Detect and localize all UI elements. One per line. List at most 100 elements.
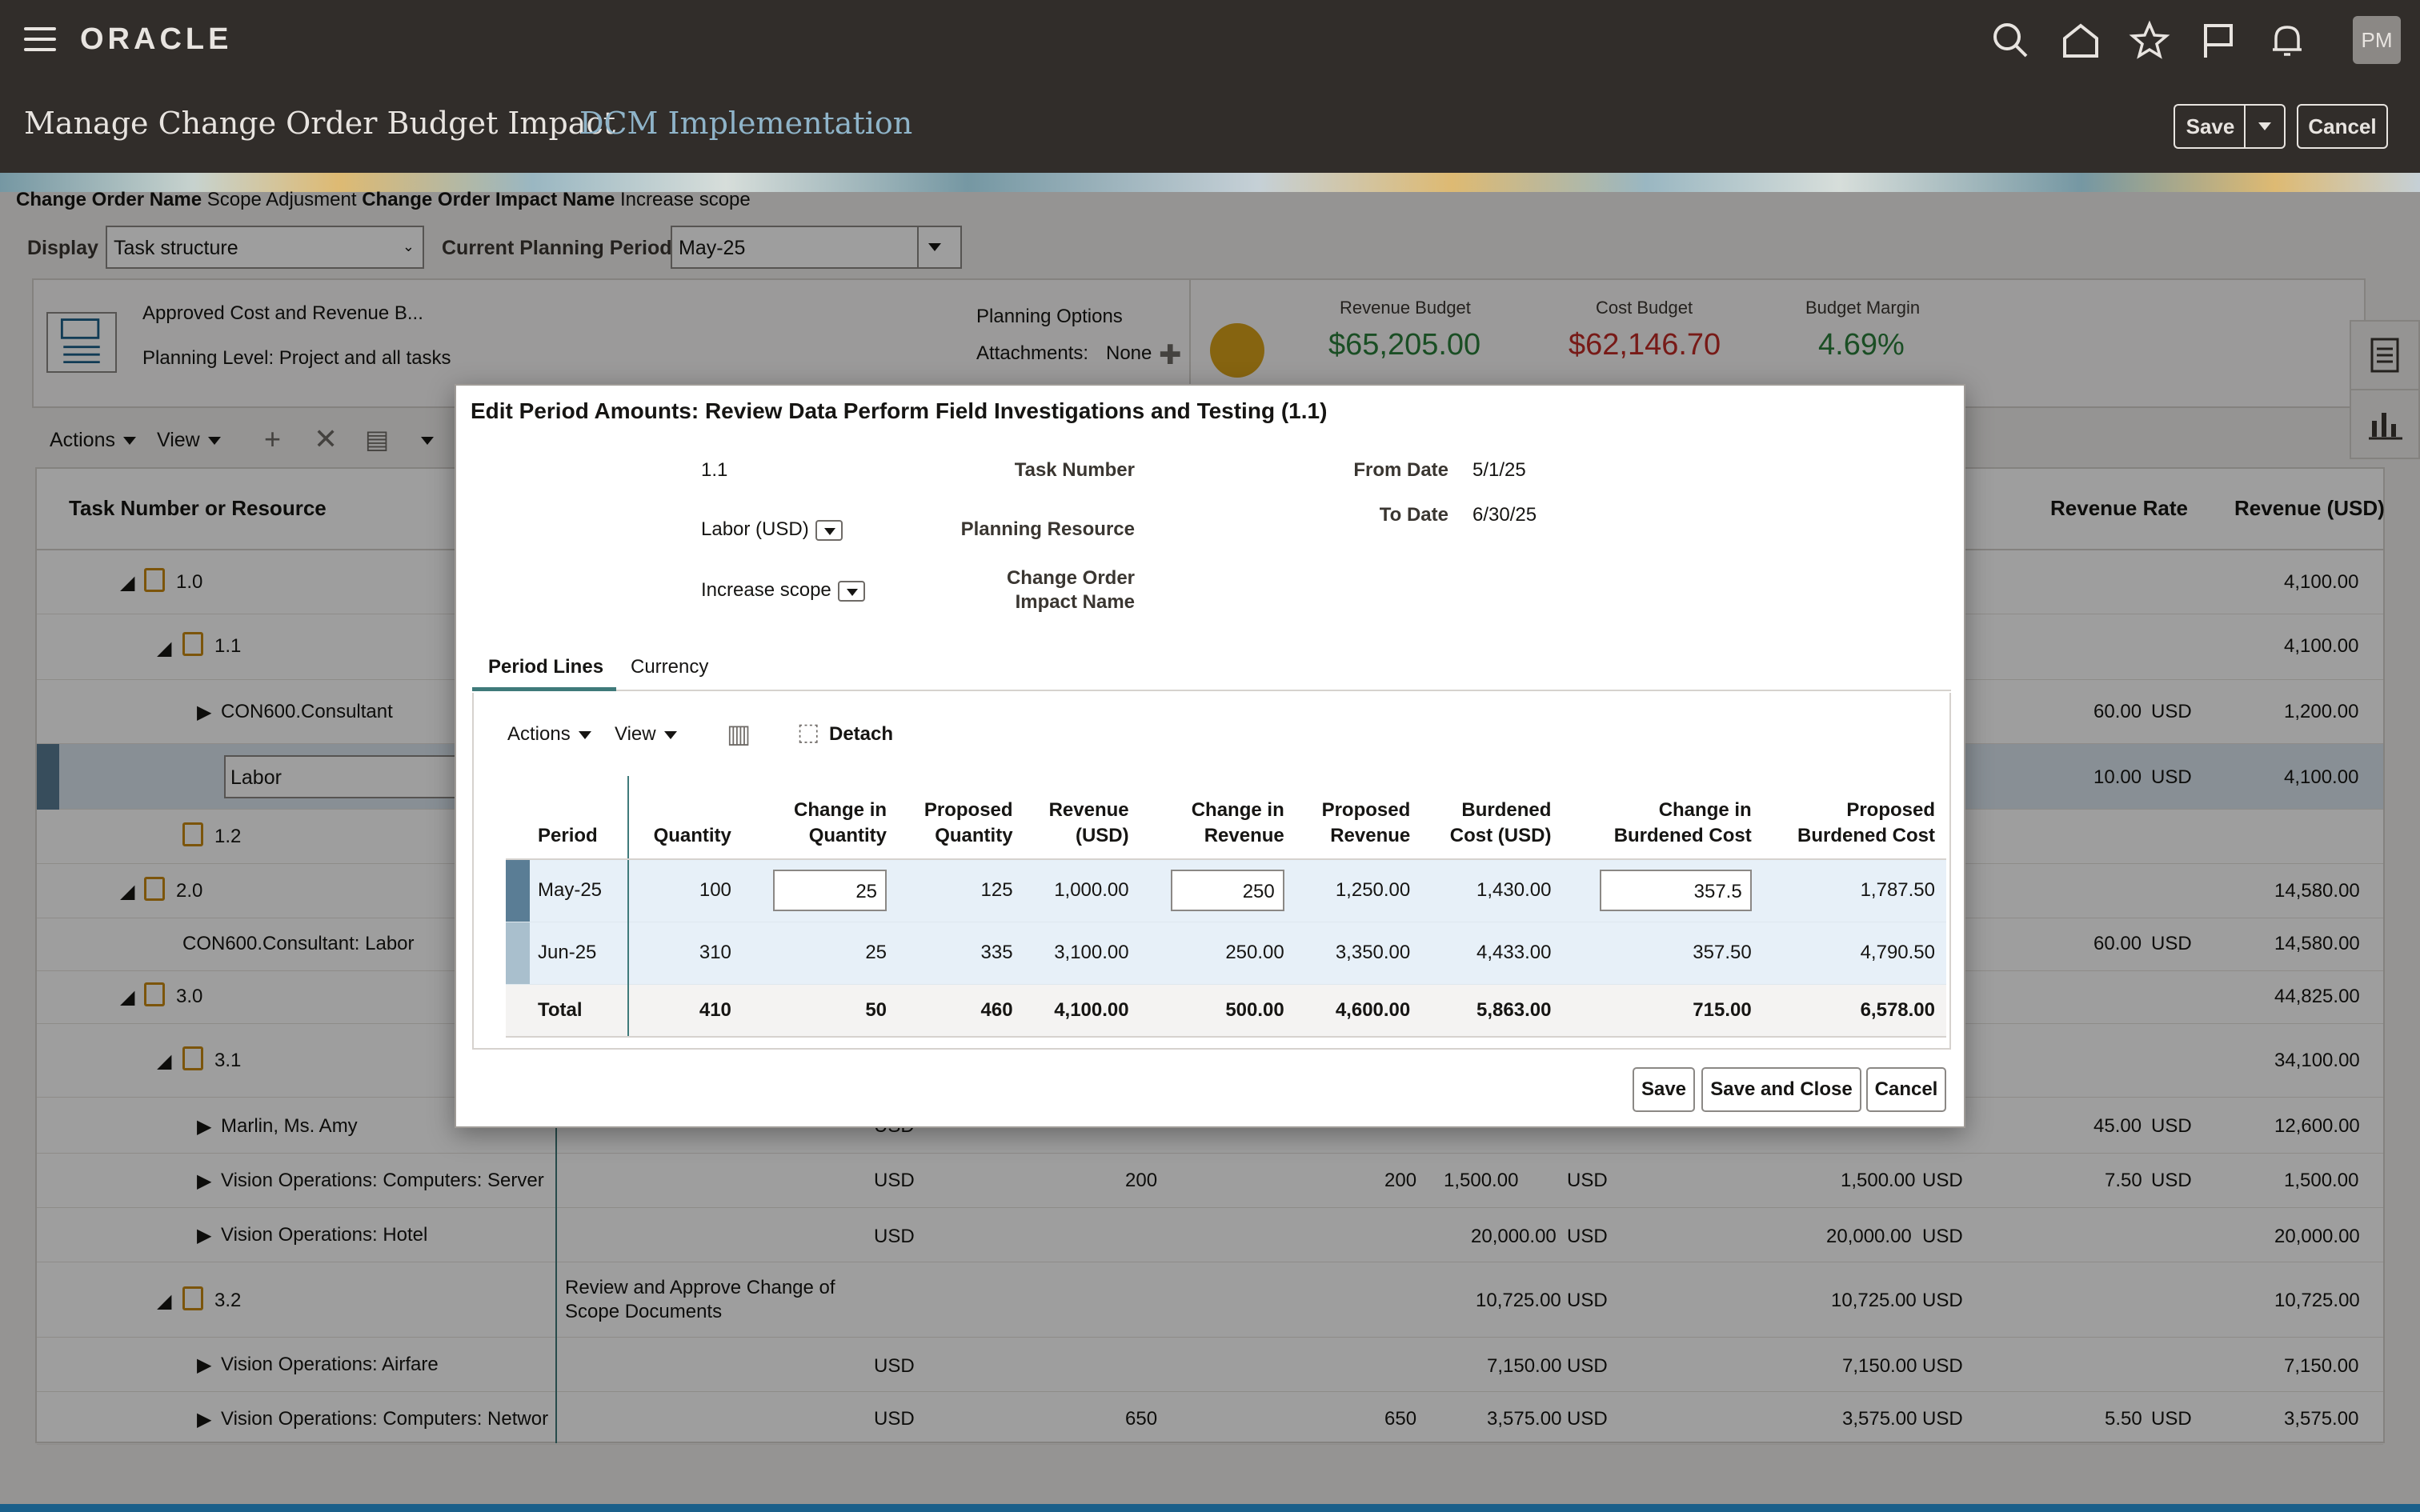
dialog-tabs: Period Lines Currency bbox=[472, 648, 1951, 691]
task-link[interactable]: 3.1 bbox=[214, 1050, 242, 1071]
resource-link[interactable]: CON600.Consultant bbox=[221, 701, 393, 722]
save-and-close-button[interactable]: Save and Close bbox=[1701, 1067, 1861, 1112]
col-revenue[interactable]: Revenue (USD) bbox=[1024, 776, 1140, 860]
col-revenue-usd[interactable]: Revenue (USD) bbox=[2234, 496, 2385, 520]
task-link[interactable]: 2.0 bbox=[176, 880, 203, 902]
delete-row-icon[interactable]: ✕ bbox=[314, 422, 339, 455]
expand-icon[interactable]: ▶ bbox=[197, 1225, 212, 1246]
grid-actions-menu[interactable]: Actions bbox=[50, 429, 136, 452]
freeze-columns-icon[interactable]: ▥ bbox=[727, 719, 751, 748]
grid-more-menu[interactable] bbox=[413, 429, 434, 452]
change-in-burdened-cost-input[interactable]: 357.5 bbox=[1599, 870, 1752, 912]
collapse-icon[interactable]: ◢ bbox=[120, 881, 135, 902]
table-row[interactable]: Jun-25 310 25 335 3,100.00 250.00 3,350.… bbox=[506, 922, 1946, 985]
col-change-in-burdened-cost[interactable]: Change in Burdened Cost bbox=[1562, 776, 1763, 860]
row-selector[interactable] bbox=[506, 922, 530, 985]
resource-link[interactable]: Vision Operations: Computers: Server bbox=[221, 1170, 544, 1191]
detach-button[interactable]: Detach bbox=[829, 723, 894, 745]
add-row-icon[interactable]: + bbox=[264, 422, 282, 455]
add-attachment-icon[interactable]: ✚ bbox=[1159, 340, 1182, 370]
period-actions-menu[interactable]: Actions bbox=[507, 723, 591, 746]
expand-icon[interactable]: ▶ bbox=[197, 702, 212, 723]
col-revenue-rate[interactable]: Revenue Rate bbox=[2050, 496, 2188, 520]
change-in-revenue-input[interactable]: 250 bbox=[1170, 870, 1284, 912]
header-save-button[interactable]: Save bbox=[2174, 104, 2246, 149]
collapse-icon[interactable]: ◢ bbox=[157, 638, 172, 659]
planning-period-select[interactable]: May-25 bbox=[671, 226, 962, 269]
task-link[interactable]: 3.2 bbox=[214, 1290, 242, 1311]
quantity-cell: 100 bbox=[627, 859, 743, 922]
col-change-in-revenue[interactable]: Change in Revenue bbox=[1140, 776, 1296, 860]
col-label-line1: Proposed bbox=[1846, 799, 1935, 821]
home-icon[interactable] bbox=[2060, 19, 2101, 61]
collapse-icon[interactable]: ◢ bbox=[157, 1290, 172, 1312]
period-view-menu[interactable]: View bbox=[615, 723, 677, 746]
row-selector[interactable] bbox=[37, 744, 59, 810]
rate-cell: 7.50 bbox=[2105, 1170, 2142, 1191]
expand-icon[interactable]: ▶ bbox=[197, 1354, 212, 1376]
table-row[interactable]: ▶ Vision Operations: Computers: Server U… bbox=[37, 1154, 2383, 1208]
task-link[interactable]: 1.2 bbox=[214, 826, 242, 847]
tab-currency[interactable]: Currency bbox=[631, 656, 709, 678]
col-proposed-burdened-cost[interactable]: Proposed Burdened Cost bbox=[1762, 776, 1946, 860]
col-task-number[interactable]: Task Number or Resource bbox=[69, 496, 327, 520]
change-in-quantity-cell[interactable]: 25 bbox=[742, 922, 899, 985]
col-change-in-quantity[interactable]: Change in Quantity bbox=[742, 776, 899, 860]
resource-link[interactable]: Vision Operations: Hotel bbox=[221, 1224, 428, 1246]
detach-icon[interactable]: ⬚ bbox=[797, 719, 820, 746]
search-icon[interactable] bbox=[1989, 19, 2031, 61]
task-link[interactable]: 3.0 bbox=[176, 986, 203, 1007]
table-row[interactable]: ▶ Vision Operations: Computers: Networ U… bbox=[37, 1392, 2383, 1445]
resource-link[interactable]: Vision Operations: Computers: Networ bbox=[221, 1408, 549, 1430]
resource-link[interactable]: Marlin, Ms. Amy bbox=[221, 1115, 358, 1137]
favorites-star-icon[interactable] bbox=[2129, 19, 2170, 61]
resource-link[interactable]: CON600.Consultant: Labor bbox=[182, 933, 415, 954]
collapse-icon[interactable]: ◢ bbox=[157, 1050, 172, 1072]
analytics-chart-icon[interactable] bbox=[2350, 389, 2420, 459]
change-in-revenue-cell[interactable]: 250.00 bbox=[1140, 922, 1296, 985]
table-row[interactable]: ▶ Vision Operations: Hotel USD 20,000.00… bbox=[37, 1208, 2383, 1262]
collapse-icon[interactable]: ◢ bbox=[120, 572, 135, 594]
task-link[interactable]: 1.1 bbox=[214, 635, 242, 657]
col-proposed-revenue[interactable]: Proposed Revenue bbox=[1295, 776, 1422, 860]
change-in-burdened-cost-cell[interactable]: 357.50 bbox=[1562, 922, 1763, 985]
change-in-quantity-input[interactable]: 25 bbox=[773, 870, 887, 912]
tab-period-lines[interactable]: Period Lines bbox=[472, 648, 616, 691]
col-proposed-quantity[interactable]: Proposed Quantity bbox=[898, 776, 1024, 860]
header-cancel-button[interactable]: Cancel bbox=[2297, 104, 2388, 149]
flag-icon[interactable] bbox=[2198, 19, 2239, 61]
chevron-down-icon[interactable] bbox=[837, 580, 865, 602]
planning-options-link[interactable]: Planning Options bbox=[976, 306, 1123, 327]
period-dropdown-button[interactable] bbox=[917, 226, 962, 269]
period-cell: May-25 bbox=[530, 859, 629, 922]
table-row[interactable]: ▶ Marlin, Ms. Amy USD 45.00 USD 12,600.0… bbox=[37, 1098, 2383, 1154]
menu-icon[interactable] bbox=[24, 27, 56, 51]
table-row[interactable]: May-25 100 25 125 1,000.00 250 1,250.00 … bbox=[506, 859, 1946, 922]
change-in-burdened-cost-cell: 357.5 bbox=[1562, 859, 1763, 922]
col-label-line2: Revenue bbox=[1204, 825, 1284, 846]
display-select[interactable]: Task structure ⌄ bbox=[106, 226, 424, 269]
notifications-bell-icon[interactable] bbox=[2266, 19, 2308, 61]
period-actions-label: Actions bbox=[507, 723, 571, 745]
col-period[interactable]: Period bbox=[530, 776, 629, 860]
dialog-cancel-button[interactable]: Cancel bbox=[1866, 1067, 1946, 1112]
dialog-save-button[interactable]: Save bbox=[1633, 1067, 1695, 1112]
col-quantity[interactable]: Quantity bbox=[627, 776, 743, 860]
user-avatar[interactable]: PM bbox=[2353, 16, 2401, 64]
grid-settings-icon[interactable]: ▤ bbox=[365, 425, 390, 454]
expand-icon[interactable]: ▶ bbox=[197, 1170, 212, 1192]
expand-icon[interactable]: ▶ bbox=[197, 1409, 212, 1430]
row-selector[interactable] bbox=[506, 859, 530, 922]
chevron-down-icon[interactable] bbox=[815, 519, 843, 541]
table-row[interactable]: ▶ Vision Operations: Airfare USD 7,150.0… bbox=[37, 1338, 2383, 1392]
task-link[interactable]: 1.0 bbox=[176, 571, 203, 593]
resource-link[interactable]: Vision Operations: Airfare bbox=[221, 1354, 439, 1375]
expand-icon[interactable]: ▶ bbox=[197, 1116, 212, 1138]
resource-input[interactable]: Labor bbox=[224, 755, 496, 798]
table-row[interactable]: ◢ 3.2 Review and Approve Change of Scope… bbox=[37, 1262, 2383, 1338]
grid-view-menu[interactable]: View bbox=[157, 429, 221, 452]
col-burdened-cost[interactable]: Burdened Cost (USD) bbox=[1421, 776, 1563, 860]
collapse-icon[interactable]: ◢ bbox=[120, 986, 135, 1008]
impact-name-label: Change Order Impact Name bbox=[362, 189, 615, 210]
save-menu-chevron-icon[interactable] bbox=[2244, 104, 2286, 149]
